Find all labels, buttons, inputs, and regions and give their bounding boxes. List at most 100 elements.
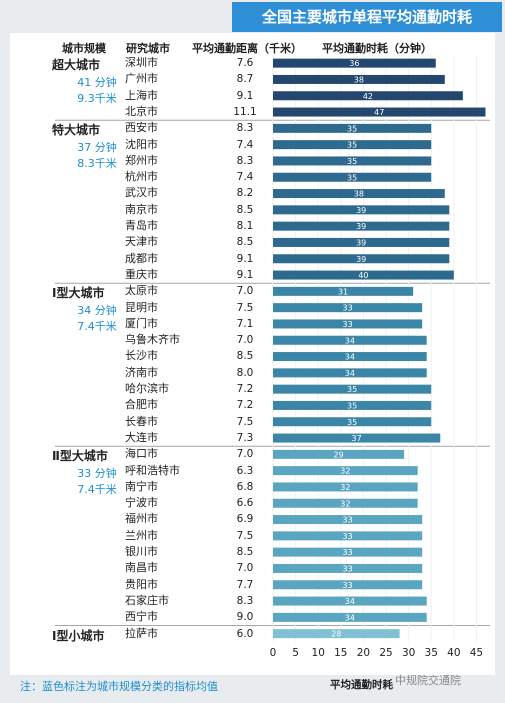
city-label: 银川市 [125, 545, 158, 558]
bar [273, 140, 432, 150]
bar-value-label: 33 [343, 320, 353, 329]
bar [273, 400, 432, 410]
distance-value: 7.1 [236, 317, 254, 330]
distance-value: 7.4 [236, 138, 254, 151]
header-scale: 城市规模 [62, 42, 106, 55]
bar-value-label: 40 [358, 271, 368, 280]
bar-value-label: 35 [347, 157, 357, 166]
distance-value: 7.3 [236, 431, 254, 444]
bar-value-label: 34 [345, 369, 355, 378]
city-label: 呼和浩特市 [125, 463, 180, 477]
group-avg-distance: 7.4千米 [77, 483, 117, 497]
x-axis-label: 平均通勤时耗 [330, 679, 393, 691]
footnote: 注：蓝色标注为城市规模分类的指标均值 [20, 680, 218, 693]
distance-value: 8.7 [236, 73, 254, 86]
city-label: 西安市 [125, 121, 158, 135]
bar [273, 221, 450, 231]
city-label: 南昌市 [125, 561, 158, 575]
distance-value: 9.1 [236, 268, 254, 281]
group-avg-distance: 9.3千米 [77, 92, 117, 105]
bar-value-label: 29 [333, 450, 343, 459]
city-label: 乌鲁木齐市 [125, 333, 180, 347]
bar [273, 547, 423, 557]
bar-value-label: 31 [338, 287, 348, 296]
bar [273, 286, 414, 296]
group-label: 超大城市 41 分钟 9.3千米 [52, 56, 142, 106]
city-label: 长沙市 [125, 349, 158, 363]
distance-value: 8.5 [236, 203, 254, 216]
group-name: 特大城市 [52, 123, 101, 138]
city-label: 南京市 [125, 202, 158, 216]
bar-value-label: 39 [356, 255, 366, 264]
group-name: 超大城市 [52, 58, 101, 72]
city-label: 拉萨市 [125, 626, 158, 640]
distance-value: 8.5 [236, 236, 254, 249]
city-label: 深圳市 [125, 56, 158, 69]
bar [273, 433, 441, 443]
distance-value: 7.2 [236, 399, 254, 412]
bar [273, 449, 405, 459]
x-tick-label: 35 [425, 647, 438, 659]
bar-value-label: 39 [356, 206, 366, 215]
city-label: 海口市 [125, 447, 158, 461]
bar-value-label: 33 [343, 564, 353, 573]
distance-value: 6.3 [236, 464, 254, 477]
x-tick-label: 30 [402, 647, 415, 659]
distance-value: 8.5 [236, 350, 254, 363]
city-label: 哈尔滨市 [125, 382, 169, 395]
group-label: Ⅰ型大城市 34 分钟 7.4千米 [52, 284, 142, 334]
distance-value: 8.0 [236, 366, 254, 379]
distance-value: 7.2 [236, 383, 254, 395]
distance-value: 8.3 [236, 154, 254, 167]
distance-value: 8.1 [236, 220, 254, 232]
group-label: 特大城市 37 分钟 8.3千米 [52, 121, 142, 171]
distance-value: 7.5 [236, 301, 254, 314]
bar-value-label: 38 [354, 190, 364, 199]
bar-value-label: 47 [374, 108, 384, 117]
bar-value-label: 33 [343, 516, 353, 525]
distance-value: 8.2 [236, 187, 254, 200]
bar [273, 384, 432, 394]
distance-value: 7.0 [236, 448, 254, 461]
bar-value-label: 35 [347, 401, 357, 410]
city-label: 北京市 [125, 104, 158, 118]
distance-value: 7.0 [236, 334, 254, 347]
distance-value: 9.1 [236, 89, 254, 102]
group-avg-time: 37 分钟 [77, 141, 117, 155]
bar-value-label: 32 [340, 483, 350, 492]
bar-value-label: 34 [345, 336, 355, 345]
bar-value-label: 39 [356, 222, 366, 231]
group-avg-time: 34 分钟 [77, 304, 117, 318]
bar [273, 123, 432, 133]
bar [273, 515, 423, 525]
city-label: 石家庄市 [125, 593, 169, 607]
bar-value-label: 35 [347, 385, 357, 394]
city-label: 昆明市 [125, 300, 158, 314]
city-label: 西宁市 [125, 610, 158, 624]
distance-value: 7.0 [236, 562, 254, 575]
distance-value: 8.3 [236, 122, 254, 135]
bar-value-label: 32 [340, 467, 350, 476]
bar-value-label: 35 [347, 124, 357, 133]
group-avg-time: 41 分钟 [77, 76, 117, 89]
x-tick-label: 10 [312, 647, 325, 659]
x-tick-label: 5 [292, 647, 299, 659]
bar [273, 352, 427, 362]
city-label: 大连市 [125, 430, 158, 444]
distance-value: 7.0 [236, 285, 254, 298]
group-avg-distance: 7.4千米 [77, 320, 117, 334]
bar [273, 368, 427, 378]
bar [273, 107, 486, 117]
bar-value-label: 33 [343, 548, 353, 557]
bar [273, 91, 463, 101]
x-tick-label: 40 [447, 647, 460, 659]
bar [273, 335, 427, 345]
bar [273, 596, 427, 606]
bar-value-label: 34 [345, 613, 355, 622]
city-label: 上海市 [125, 88, 158, 102]
bar [273, 417, 432, 427]
bar [273, 498, 418, 508]
bar [273, 156, 432, 166]
bar-value-label: 35 [347, 173, 357, 182]
